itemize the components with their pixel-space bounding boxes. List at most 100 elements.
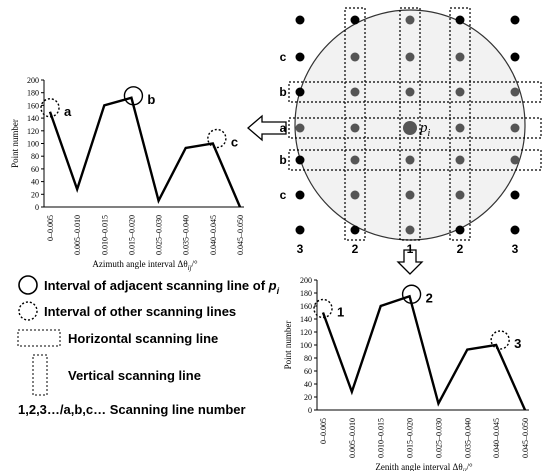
point [350,87,360,97]
point [295,190,305,200]
row-label: b [279,153,286,167]
annotation-circle [207,128,227,149]
point [295,155,305,165]
x-tick-label: 0.035–0.040 [182,215,191,255]
x-tick-label: 0.045–0.050 [236,215,245,255]
point [405,155,415,165]
x-tick-label: 0.010–0.015 [377,418,386,458]
y-tick-label: 20 [304,393,312,402]
y-tick-label: 0 [35,203,39,212]
y-tick-label: 100 [300,341,312,350]
point [295,87,305,97]
y-tick-label: 80 [304,354,312,363]
point [350,15,360,25]
point [405,15,415,25]
annotation-circle [313,298,333,319]
annotation-label: a [64,104,72,119]
point [350,123,360,133]
annotation-label: c [231,135,238,150]
legend-text: Vertical scanning line [68,368,201,383]
point [455,87,465,97]
point [510,87,520,97]
point [350,155,360,165]
row-label: c [280,188,287,202]
y-tick-label: 120 [27,127,39,136]
point [455,225,465,235]
x-axis-label: Azimuth angle interval Δθij/° [92,259,198,272]
data-line [48,96,242,208]
point [510,155,520,165]
y-tick-label: 140 [300,315,312,324]
x-tick-label: 0.005–0.010 [348,418,357,458]
point [295,15,305,25]
y-tick-label: 200 [27,76,39,85]
point [455,190,465,200]
row-label: a [280,121,287,135]
legend-vertical-rect [32,354,48,396]
vertical-scan-line [399,7,421,241]
y-tick-label: 80 [31,152,39,161]
x-tick-label: 0.015–0.020 [127,215,136,255]
column-label: 1 [407,242,414,256]
y-tick-label: 180 [27,89,39,98]
legend-dotted-circle [18,301,38,321]
legend-text: 1,2,3…/a,b,c… Scanning line number [18,402,246,417]
x-label-main: Zenith angle interval Δθ [375,462,462,471]
point [455,15,465,25]
horizontal-scan-line [288,81,542,103]
annotation-label: 3 [514,336,521,351]
x-tick-label: 0.045–0.050 [521,418,530,458]
y-tick-label: 200 [300,276,312,285]
x-tick-label: 0.015–0.020 [406,418,415,458]
point [405,190,415,200]
point [455,52,465,62]
x-axis-label: Zenith angle interval Δθij/° [375,462,473,471]
annotation-circle [40,98,60,118]
point [455,155,465,165]
center-label: pi [419,120,431,139]
x-tick-label: 0.010–0.015 [100,215,109,255]
point [295,225,305,235]
point [510,225,520,235]
x-tick-label: 0.025–0.030 [434,418,443,458]
legend-solid-circle [18,275,38,295]
x-tick-label: 0.040–0.045 [209,215,218,255]
y-tick-label: 40 [31,178,39,187]
y-tick-label: 60 [31,165,39,174]
point [350,52,360,62]
arrow-down [396,249,424,275]
point [510,123,520,133]
x-label-suffix: /° [192,259,199,269]
points [295,15,520,235]
point [350,225,360,235]
scan-rects [288,7,542,241]
legend-text: Interval of other scanning lines [44,304,236,319]
y-axis-label: Point number [10,119,20,168]
x-tick-label: 0–0.005 [319,418,328,444]
point [295,123,305,133]
x-label-suffix: /° [467,462,474,471]
legend-text: Horizontal scanning line [68,331,218,346]
point [405,87,415,97]
vertical-scan-line [344,7,366,241]
data-line [321,294,527,411]
x-label-sub: ij [463,467,467,471]
x-tick-label: 0.040–0.045 [492,418,501,458]
y-tick-label: 100 [27,140,39,149]
point [405,52,415,62]
y-tick-label: 0 [308,406,312,415]
annotation-label: 1 [337,305,344,320]
center-symbol: p [419,120,428,136]
annotation-label: 2 [426,290,433,305]
point [350,190,360,200]
annotation-circle [123,86,144,106]
row-label: b [279,85,286,99]
column-label: 3 [512,242,519,256]
x-label-sub: ij [188,264,192,272]
x-tick-label: 0–0.005 [46,215,55,241]
arrow-left [247,114,287,142]
point [405,225,415,235]
point [510,190,520,200]
column-label: 2 [352,242,359,256]
